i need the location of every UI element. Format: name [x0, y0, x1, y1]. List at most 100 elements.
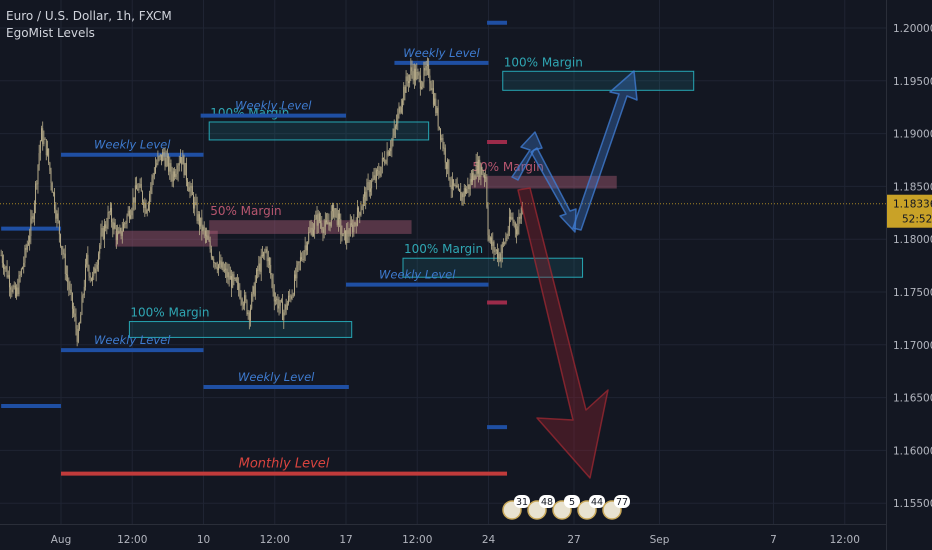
candle-body — [30, 218, 32, 237]
candle-body — [178, 162, 180, 166]
candle-body — [276, 298, 278, 301]
candle-body — [519, 216, 521, 219]
candle-body — [140, 184, 142, 192]
candle-body — [476, 161, 478, 174]
candle-body — [43, 138, 45, 145]
candle-body — [202, 226, 204, 232]
fifty-margin-zone — [115, 230, 218, 247]
candle-body — [131, 210, 133, 216]
candle-body — [266, 249, 268, 262]
candle-body — [310, 227, 312, 230]
candle-body — [105, 224, 107, 229]
candle-body — [460, 191, 462, 201]
candle-body — [90, 277, 92, 281]
candle-body — [473, 173, 475, 181]
candle-body — [380, 166, 382, 176]
candle-body — [14, 285, 16, 297]
candle-body — [507, 231, 509, 237]
candle-body — [269, 258, 270, 266]
candle-body — [409, 75, 411, 84]
candle-body — [333, 204, 335, 218]
candle-body — [412, 71, 414, 81]
fifty-margin-label: 50% Margin — [472, 160, 543, 174]
candle-body — [304, 245, 306, 252]
candle-body — [389, 151, 390, 156]
candle-body — [348, 235, 350, 237]
candle-body — [119, 227, 121, 232]
candle-body — [163, 152, 165, 156]
candle-body — [71, 292, 73, 309]
candle-body — [189, 187, 191, 192]
candle-body — [208, 239, 210, 241]
candle-body — [279, 300, 281, 306]
candle-body — [133, 197, 135, 203]
candle-body — [28, 242, 29, 245]
event-badge-count-bg — [539, 495, 555, 508]
candle-body — [451, 179, 453, 189]
candle-body — [77, 329, 79, 342]
candle-body — [271, 274, 273, 281]
candle-body — [385, 162, 387, 164]
candle-body — [510, 216, 512, 220]
candle-body — [200, 217, 202, 227]
projection-arrow-up-1 — [511, 131, 543, 181]
candle-body — [317, 213, 319, 226]
candle-body — [386, 151, 388, 163]
candle-body — [501, 243, 503, 254]
candle-body — [340, 219, 342, 235]
candle-body — [187, 180, 189, 187]
candle-body — [295, 274, 297, 279]
candle-body — [450, 185, 452, 189]
candle-body — [29, 236, 31, 243]
time-tick-label: 10 — [197, 534, 210, 546]
symbol-title: Euro / U.S. Dollar, 1h, FXCM — [6, 9, 172, 23]
candle-body — [360, 210, 362, 216]
candle-body — [184, 163, 186, 176]
candle-body — [466, 188, 468, 194]
projection-arrow-up-2 — [572, 70, 638, 231]
candle-body — [240, 297, 242, 300]
candle-body — [518, 216, 520, 227]
candle-body — [188, 186, 190, 192]
candle-body — [185, 163, 187, 181]
candle-body — [462, 193, 464, 198]
candle-body — [302, 259, 304, 260]
candle-body — [311, 227, 313, 236]
candle-body — [277, 298, 279, 309]
candle-body — [42, 128, 44, 145]
candle-body — [22, 267, 23, 270]
candle-body — [434, 98, 436, 105]
candle-body — [286, 303, 288, 310]
candle-body — [392, 135, 394, 140]
price-tick-label: 1.20000 — [893, 23, 932, 35]
time-tick-label: Sep — [650, 534, 670, 546]
candle-body — [448, 159, 450, 179]
candle-body — [318, 213, 320, 222]
candle-body — [70, 289, 72, 293]
candle-body — [335, 208, 337, 210]
candle-body — [322, 229, 324, 233]
candle-body — [88, 266, 90, 277]
candle-body — [6, 266, 8, 278]
candle-body — [272, 280, 274, 292]
price-tick-label: 1.17500 — [893, 287, 932, 299]
level-label: Weekly Level — [94, 138, 171, 152]
candle-body — [475, 161, 477, 179]
candle-body — [7, 275, 9, 278]
candle-body — [100, 232, 102, 246]
candle-body — [147, 204, 149, 211]
event-badge-count-bg — [514, 495, 530, 508]
time-tick-label: 12:00 — [830, 534, 860, 546]
candle-body — [486, 177, 488, 207]
candle-body — [55, 209, 57, 219]
candle-body — [406, 76, 408, 82]
price-tick-label: 1.19500 — [893, 76, 932, 88]
candle-body — [94, 267, 96, 274]
candle-body — [270, 265, 272, 275]
candle-body — [114, 222, 116, 229]
candle-body — [321, 223, 323, 230]
candle-body — [313, 229, 314, 236]
